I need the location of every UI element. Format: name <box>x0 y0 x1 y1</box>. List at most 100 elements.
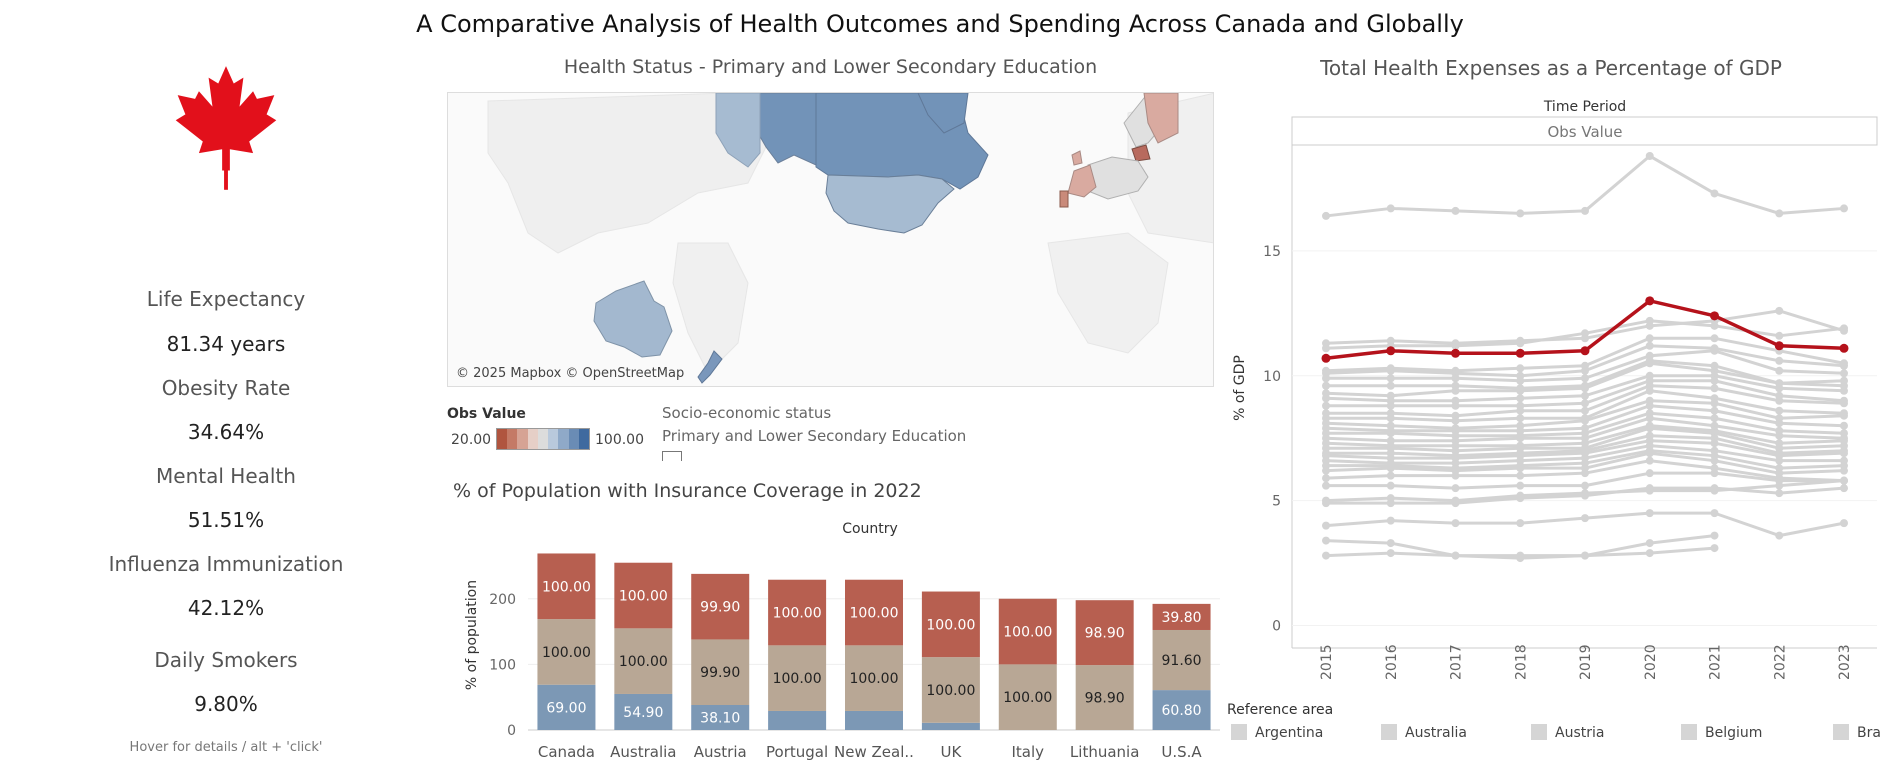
socio-filter-checkbox[interactable] <box>662 451 684 461</box>
series-other-point <box>1322 381 1330 390</box>
series-other-point <box>1451 471 1460 480</box>
line-header-obs-value: Obs Value <box>1547 123 1622 141</box>
series-other-point <box>1322 481 1330 490</box>
choropleth-map[interactable] <box>447 92 1214 387</box>
series-other-point <box>1645 424 1654 433</box>
kpi-obesity-rate-label: Obesity Rate <box>161 376 291 400</box>
series-other-point <box>1710 456 1719 465</box>
series-other-point <box>1645 401 1654 410</box>
line-x-tick-label: 2017 <box>1449 644 1465 680</box>
line-x-tick-label: 2019 <box>1578 644 1594 680</box>
series-other-point <box>1516 434 1525 443</box>
bar-data-label: 100.00 <box>1003 690 1052 706</box>
map-region-usa[interactable] <box>825 174 955 234</box>
series-other-point <box>1645 449 1654 458</box>
map-region-lithuania[interactable] <box>1131 144 1151 162</box>
map-credit[interactable]: © 2025 Mapbox © OpenStreetMap <box>456 366 685 381</box>
series-other-point <box>1710 189 1719 198</box>
series-other-point <box>1710 376 1719 385</box>
series-other-point <box>1645 469 1654 478</box>
line-header-box <box>1291 116 1878 146</box>
series-other-point <box>1775 456 1784 465</box>
series-other-point <box>1322 394 1330 403</box>
series-other-point <box>1516 364 1525 373</box>
bar-data-label: 100.00 <box>773 671 822 687</box>
series-other-point <box>1840 399 1848 408</box>
line-x-tick-label: 2016 <box>1384 644 1400 680</box>
series-other-point <box>1516 376 1525 385</box>
bar-segment <box>691 573 750 640</box>
series-other-point <box>1840 476 1848 485</box>
bar-segment <box>1075 665 1134 730</box>
series-other-point <box>1840 369 1848 378</box>
map-region-australia[interactable] <box>593 280 673 358</box>
series-other-point <box>1322 499 1330 508</box>
socio-filter-title: Socio-economic status <box>662 404 832 422</box>
legend-ramp-step <box>548 429 559 449</box>
legend-item-brazil[interactable]: Bra <box>1833 724 1880 742</box>
legend-item-australia[interactable]: Australia <box>1381 724 1467 742</box>
series-other-point <box>1516 394 1525 403</box>
bar-segment <box>768 579 827 646</box>
legend-item-belgium[interactable]: Belgium <box>1681 724 1762 742</box>
series-other-point <box>1386 499 1395 508</box>
series-other-point <box>1322 374 1330 383</box>
series-other-point <box>1645 414 1654 423</box>
bar-data-label: 100.00 <box>619 589 668 605</box>
bar-segment <box>768 710 827 730</box>
series-other-point <box>1386 464 1395 473</box>
series-other-point <box>1645 456 1654 465</box>
series-other-point <box>1386 366 1395 375</box>
bar-segment <box>921 591 980 658</box>
bar-data-label: 100.00 <box>850 606 899 622</box>
bar-data-label: 39.80 <box>1162 610 1202 626</box>
line-x-tick-label: 2022 <box>1772 644 1788 680</box>
map-region-new-zealand[interactable] <box>697 350 723 384</box>
bar-x-tick-label: New Zeal.. <box>834 743 914 761</box>
series-other-point <box>1710 321 1719 330</box>
legend-swatch <box>1531 724 1547 740</box>
bar-data-label: 100.00 <box>773 606 822 622</box>
series-other-point <box>1322 536 1330 545</box>
hover-hint: Hover for details / alt + 'click' <box>129 740 323 755</box>
series-other-point <box>1451 416 1460 425</box>
series-other-point <box>1775 406 1784 415</box>
series-other-point <box>1645 359 1654 368</box>
bar-segment <box>768 645 827 711</box>
kpi-daily-smokers-value: 9.80% <box>194 692 258 716</box>
socio-filter-value[interactable]: Primary and Lower Secondary Education <box>662 427 967 445</box>
bar-segment <box>921 657 980 723</box>
series-other-point <box>1775 531 1784 540</box>
series-other-point <box>1581 329 1589 338</box>
series-other-point <box>1451 374 1460 383</box>
line-x-tick-label: 2023 <box>1837 644 1853 680</box>
bar-segment <box>1152 690 1211 730</box>
legend-item-austria[interactable]: Austria <box>1531 724 1604 742</box>
bar-x-tick-label: U.S.A <box>1161 743 1202 761</box>
series-other-point <box>1710 334 1719 343</box>
series-canada-point <box>1386 346 1396 356</box>
bar-segment <box>537 619 596 685</box>
map-region-uk[interactable] <box>1071 150 1083 166</box>
series-other-point <box>1645 509 1654 518</box>
map-region-europe-west[interactable] <box>1067 164 1097 198</box>
series-other-point <box>1840 519 1848 528</box>
series-other-point <box>1581 399 1589 408</box>
series-other-point <box>1516 209 1525 218</box>
bar-segment <box>845 579 903 646</box>
map-region-portugal[interactable] <box>1059 190 1069 208</box>
bar-segment <box>614 562 673 629</box>
series-other-point <box>1451 206 1460 215</box>
bar-data-label: 100.00 <box>926 683 975 699</box>
bar-segment <box>614 628 673 694</box>
map-region-yukon[interactable] <box>715 93 761 168</box>
map-canvas[interactable] <box>448 93 1214 387</box>
map-region-europe-east[interactable] <box>1143 93 1179 144</box>
legend-item-argentina[interactable]: Argentina <box>1231 724 1323 742</box>
series-other-point <box>1710 469 1719 478</box>
series-other-point <box>1775 306 1784 315</box>
map-region-greenland[interactable] <box>917 93 969 134</box>
map-legend-color-ramp <box>496 428 590 450</box>
map-region-alaska[interactable] <box>757 93 817 166</box>
map-region-europe-central[interactable] <box>1087 156 1149 200</box>
